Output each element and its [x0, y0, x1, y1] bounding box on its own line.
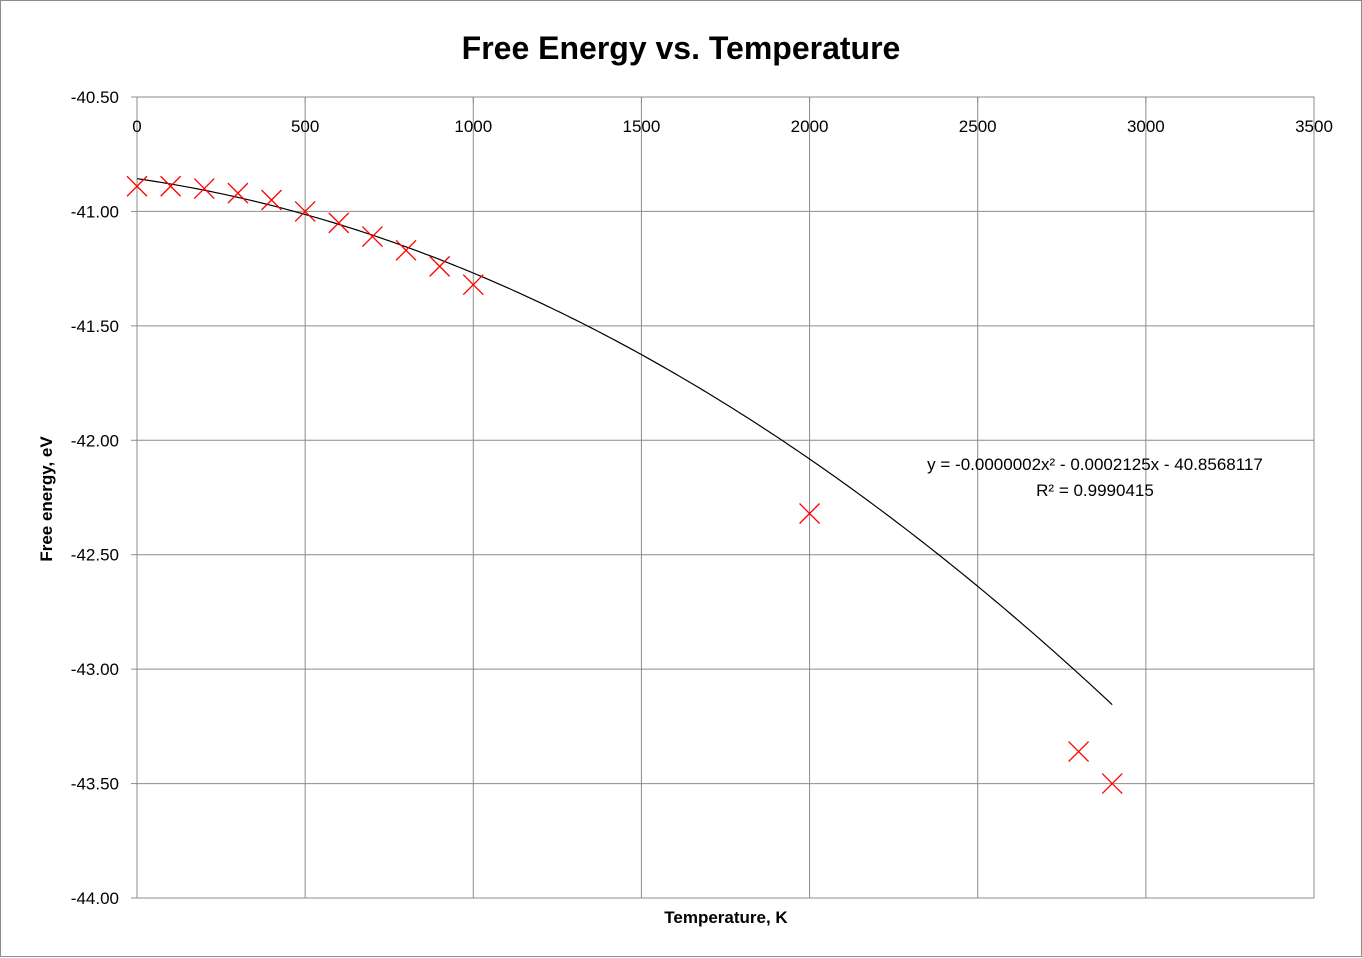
- chart-title: Free Energy vs. Temperature: [462, 30, 901, 66]
- x-tick-label: 1000: [454, 117, 492, 136]
- y-tick-label: -42.00: [71, 431, 119, 450]
- data-point: [429, 255, 451, 277]
- plot-area-border: [136, 96, 1315, 899]
- y-tick-label: -40.50: [71, 88, 119, 107]
- x-tick-label: 0: [132, 117, 141, 136]
- data-point-stroke: [193, 178, 215, 200]
- trendline-r-squared: R² = 0.9990415: [1036, 481, 1154, 500]
- x-tick-label: 500: [291, 117, 319, 136]
- y-tick-label: -44.00: [71, 889, 119, 908]
- x-tick-label: 3000: [1127, 117, 1165, 136]
- x-tick-label: 1500: [623, 117, 661, 136]
- x-tick-label: 3500: [1295, 117, 1333, 136]
- data-point: [361, 226, 383, 248]
- data-point-stroke: [160, 175, 182, 197]
- y-tick-label: -43.50: [71, 775, 119, 794]
- data-point-stroke: [294, 200, 316, 222]
- data-point-stroke: [328, 212, 350, 234]
- data-point-stroke: [1068, 741, 1090, 762]
- data-point: [799, 503, 821, 524]
- data-point: [328, 212, 350, 234]
- data-point: [462, 274, 484, 296]
- data-point: [261, 189, 282, 211]
- x-tick-label: 2000: [791, 117, 829, 136]
- y-tick-label: -41.00: [71, 202, 119, 221]
- data-point-stroke: [429, 255, 451, 277]
- y-tick-label: -42.50: [71, 546, 119, 565]
- y-tick-label: -41.50: [71, 317, 119, 336]
- data-point: [1068, 741, 1090, 762]
- y-axis-title: Free energy, eV: [37, 436, 56, 562]
- data-point-stroke: [1101, 773, 1123, 795]
- data-point-stroke: [799, 503, 821, 524]
- trendline-equation: y = -0.0000002x² - 0.0002125x - 40.85681…: [927, 455, 1263, 474]
- data-point-stroke: [126, 175, 148, 197]
- data-point: [227, 182, 249, 204]
- data-point-stroke: [395, 239, 417, 261]
- trendline: [136, 178, 1113, 706]
- x-tick-label: 2500: [959, 117, 997, 136]
- y-tick-label: -43.00: [71, 660, 119, 679]
- data-point: [193, 178, 215, 200]
- data-point: [126, 175, 148, 197]
- gridlines: [136, 96, 1315, 899]
- data-point: [1101, 773, 1123, 795]
- data-point-stroke: [361, 226, 383, 248]
- data-points: [126, 175, 1123, 795]
- data-point-stroke: [462, 274, 484, 296]
- data-point: [294, 200, 316, 222]
- data-point-stroke: [227, 182, 249, 204]
- tick-labels: -40.50 -41.00 -41.50 -42.00 -42.50 -43.00 -43.…: [71, 88, 1333, 908]
- trendline-layer: [136, 178, 1113, 706]
- axes: [131, 96, 1315, 899]
- data-point: [160, 175, 182, 197]
- data-point-stroke: [261, 189, 282, 211]
- x-axis-title: Temperature, K: [664, 908, 788, 927]
- data-point: [395, 239, 417, 261]
